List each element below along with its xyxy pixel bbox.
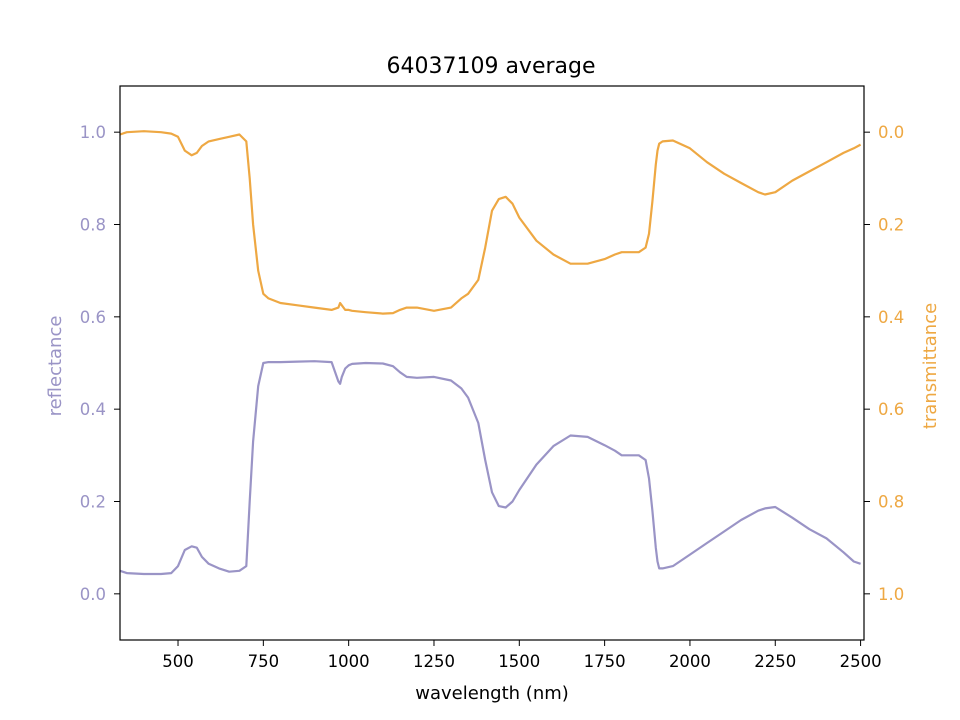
y-tick-label-left: 0.4 (80, 400, 106, 419)
series-line-reflectance (119, 360, 861, 576)
y-axis-label-left: reflectance (45, 316, 66, 417)
y-tick-label-right: 0.6 (878, 400, 904, 419)
y-tick-label-left: 0.2 (80, 493, 106, 512)
y-tick-label-right: 0.0 (878, 123, 904, 142)
x-tick-label: 2250 (754, 652, 796, 671)
x-tick-label: 1250 (413, 652, 455, 671)
right-y-axis: 0.0 0.2 0.4 0.6 0.8 1.0 (864, 123, 904, 604)
y-tick-label-right: 1.0 (878, 585, 904, 604)
x-axis-label: wavelength (nm) (415, 683, 569, 704)
y-tick-label-right: 0.8 (878, 493, 904, 512)
x-tick-label: 1750 (584, 652, 626, 671)
x-tick-label: 500 (162, 652, 194, 671)
plot-lines (119, 130, 862, 576)
series-line-transmittance (119, 130, 862, 315)
y-tick-label-right: 0.4 (878, 308, 904, 327)
x-tick-label: 1000 (328, 652, 370, 671)
y-tick-label-left: 0.6 (80, 308, 106, 327)
y-tick-label-left: 0.8 (80, 216, 106, 235)
x-axis: 500 750 1000 1250 1500 1750 2000 2250 2500 (162, 640, 882, 671)
left-y-axis: 0.0 0.2 0.4 0.6 0.8 1.0 (80, 123, 120, 604)
x-tick-label: 750 (248, 652, 280, 671)
y-tick-label-left: 0.0 (80, 585, 106, 604)
y-axis-label-right: transmittance (920, 303, 941, 429)
x-tick-label: 1500 (498, 652, 540, 671)
y-tick-label-right: 0.2 (878, 216, 904, 235)
x-tick-label: 2000 (669, 652, 711, 671)
y-tick-label-left: 1.0 (80, 123, 106, 142)
x-tick-label: 2500 (840, 652, 882, 671)
chart-title: 64037109 average (386, 54, 595, 79)
plot-frame (119, 85, 865, 641)
